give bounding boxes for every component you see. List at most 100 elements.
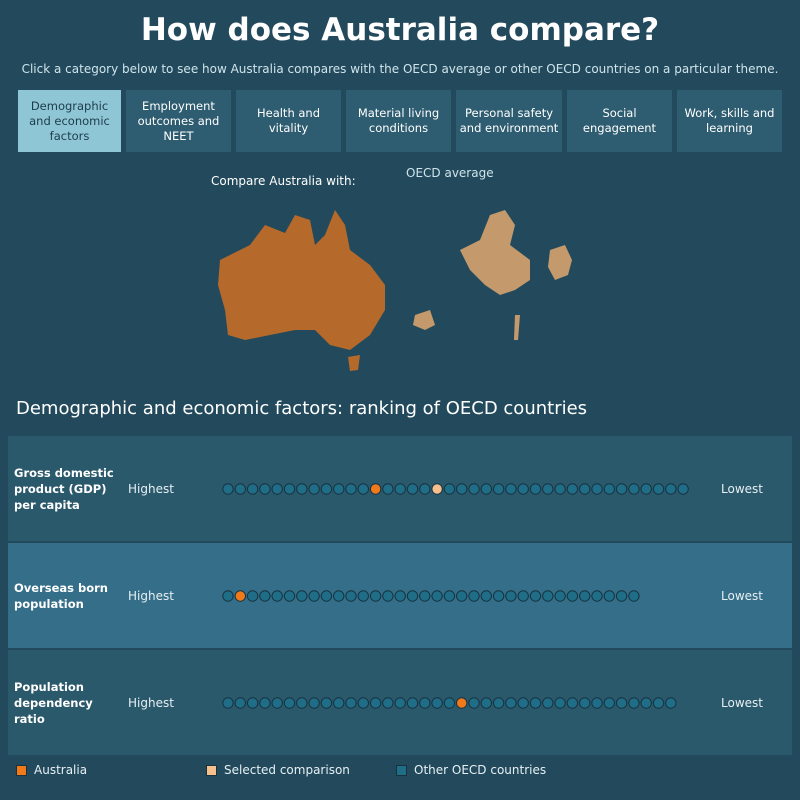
country-dot — [492, 697, 505, 709]
country-dot — [406, 697, 419, 709]
legend-swatch — [206, 764, 217, 776]
country-dot — [579, 590, 591, 602]
country-dot — [468, 590, 480, 602]
country-dot — [419, 483, 431, 495]
country-dot — [369, 697, 382, 709]
country-dot — [283, 483, 296, 495]
country-dot — [615, 590, 628, 602]
tab[interactable]: Material living conditions — [346, 90, 451, 152]
country-dot — [296, 483, 308, 495]
country-dot — [234, 483, 247, 495]
country-dot — [259, 697, 271, 709]
country-dot — [456, 483, 468, 495]
country-dot — [308, 697, 320, 709]
country-dot — [382, 697, 394, 709]
country-dot — [357, 697, 369, 709]
country-dot — [345, 697, 357, 709]
country-dot — [505, 590, 517, 602]
country-dot — [357, 483, 369, 495]
legend-swatch — [396, 764, 407, 776]
country-dot — [345, 590, 357, 602]
country-dot — [566, 483, 579, 495]
country-dot — [308, 483, 320, 495]
tab[interactable]: Employment outcomes and NEET — [126, 90, 231, 152]
country-dot — [579, 483, 591, 495]
tab[interactable]: Health and vitality — [236, 90, 341, 152]
subtitle: Click a category below to see how Austra… — [21, 62, 779, 76]
country-dot — [628, 483, 640, 495]
country-dot — [529, 590, 542, 602]
country-dot — [296, 697, 308, 709]
legend-label: Australia — [34, 763, 88, 777]
country-dot — [517, 697, 529, 709]
country-dot — [320, 697, 333, 709]
country-dot — [492, 590, 505, 602]
country-dot — [296, 590, 308, 602]
country-dot — [394, 483, 406, 495]
country-dot — [394, 590, 406, 602]
country-dot — [382, 483, 394, 495]
country-dot — [579, 697, 591, 709]
country-dot — [615, 483, 628, 495]
legend-label: Selected comparison — [224, 763, 350, 777]
country-dot — [640, 483, 652, 495]
country-dot — [652, 697, 665, 709]
country-dot — [443, 483, 456, 495]
chile-shape — [514, 315, 520, 340]
country-dot — [480, 483, 492, 495]
lowest-label: Lowest — [721, 588, 763, 603]
legend-label: Other OECD countries — [414, 763, 547, 777]
tab[interactable]: Social engagement — [567, 90, 672, 152]
country-dot — [246, 697, 259, 709]
country-dot — [443, 590, 456, 602]
lowest-label: Lowest — [721, 481, 763, 496]
country-dot — [333, 483, 345, 495]
comparison-selector[interactable]: OECD average — [406, 166, 494, 180]
country-dot — [542, 590, 554, 602]
country-dot — [271, 483, 283, 495]
legend-item: Other OECD countries — [396, 763, 546, 777]
country-dot — [283, 590, 296, 602]
tab[interactable]: Demographic and economic factors — [18, 90, 121, 152]
country-dot — [566, 697, 579, 709]
map — [218, 210, 572, 371]
lowest-label: Lowest — [721, 695, 763, 710]
country-dot — [554, 483, 566, 495]
section-title: Demographic and economic factors: rankin… — [16, 398, 588, 419]
legend-item: Australia — [16, 763, 87, 777]
country-dot — [628, 590, 640, 602]
country-dot — [234, 697, 247, 709]
tab[interactable]: Work, skills and learning — [677, 90, 782, 152]
ranking-row: Overseas born population Highest Lowest — [8, 543, 792, 648]
row-label: Overseas born population — [14, 580, 108, 611]
country-dot — [357, 590, 369, 602]
country-dot — [222, 697, 234, 709]
country-dot — [271, 590, 283, 602]
country-dot — [640, 697, 652, 709]
country-dot — [591, 697, 603, 709]
country-dot — [246, 590, 259, 602]
country-dot — [505, 483, 517, 495]
country-dot — [443, 697, 456, 709]
australia-dot — [234, 590, 247, 602]
country-dot — [406, 483, 419, 495]
country-dot — [677, 483, 689, 495]
country-dot — [419, 590, 431, 602]
country-dot — [603, 697, 615, 709]
europe-shape — [548, 245, 572, 280]
country-dot — [308, 590, 320, 602]
country-dot — [246, 483, 259, 495]
legend-item: Selected comparison — [206, 763, 350, 777]
tasmania-shape — [348, 355, 360, 371]
country-dot — [566, 590, 579, 602]
compare-label: Compare Australia with: — [211, 174, 356, 188]
highest-label: Highest — [128, 481, 174, 496]
country-dot — [222, 590, 234, 602]
dot-strip — [222, 590, 640, 602]
country-dot — [222, 483, 234, 495]
country-dot — [603, 590, 615, 602]
country-dot — [333, 697, 345, 709]
country-dot — [456, 590, 468, 602]
tab[interactable]: Personal safety and environment — [456, 90, 562, 152]
